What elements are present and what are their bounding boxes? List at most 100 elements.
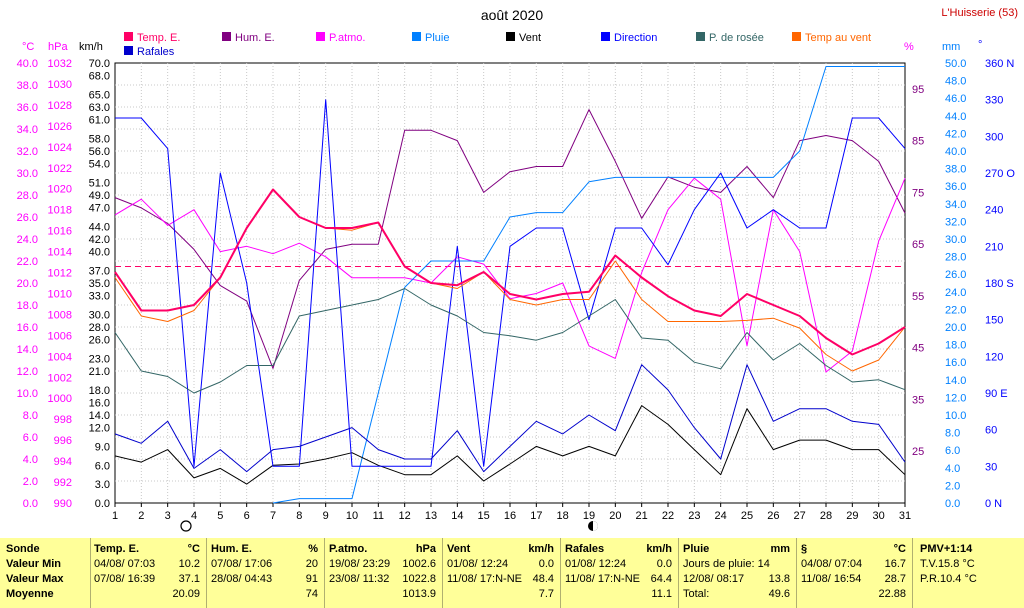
- direction-tick-label: 210: [985, 241, 1003, 253]
- legend-label: Temp. E.: [137, 32, 180, 44]
- wind-unit-label: km/h: [79, 41, 103, 53]
- x-tick-label: 14: [451, 510, 463, 522]
- direction-tick-label: 240: [985, 205, 1003, 217]
- series-direction-line: [115, 99, 906, 467]
- legend-label: Rafales: [137, 46, 175, 58]
- x-tick-label: 9: [323, 510, 329, 522]
- row-avg-label: Moyenne: [6, 588, 54, 600]
- x-tick-label: 11: [373, 510, 384, 522]
- x-tick-label: 5: [217, 510, 223, 522]
- legend-label: Temp au vent: [805, 32, 871, 44]
- pluie-unit: mm: [770, 543, 790, 555]
- rain-tick-label: 34.0: [945, 199, 966, 211]
- humidity-tick-label: 45: [912, 343, 924, 355]
- rain-tick-label: 48.0: [945, 76, 966, 88]
- stats-hum: Hum. E.% 07/08/ 17:06 20 28/08/ 04:43 91 7…: [206, 538, 325, 608]
- hum-avg: 74: [305, 588, 318, 600]
- temp-unit: °C: [187, 543, 200, 555]
- rain-tick-label: 2.0: [945, 480, 960, 492]
- pressure-tick-label: 1018: [48, 205, 72, 217]
- x-tick-label: 29: [846, 510, 858, 522]
- pluie-max-date: 12/08/ 08:17: [683, 573, 745, 585]
- pluie-total-value: 49.6: [768, 588, 790, 600]
- wind-tick-label: 28.0: [89, 322, 110, 334]
- stats-panel: Sonde Valeur Min Valeur Max Moyenne Temp…: [0, 538, 1024, 608]
- rafales-min-value: 0.0: [656, 558, 672, 570]
- wind-tick-label: 30.0: [89, 309, 110, 321]
- pressure-tick-label: 1012: [48, 268, 72, 280]
- patmo-max-value: 1022.8: [402, 573, 436, 585]
- temp-max-date: 07/08/ 16:39: [94, 573, 156, 585]
- rain-tick-label: 30.0: [945, 234, 966, 246]
- vent-min-date: 01/08/ 12:24: [447, 558, 509, 570]
- legend-swatch: [792, 32, 801, 41]
- series-p-de-ros-e-line: [114, 288, 906, 394]
- vent-max-date: 11/08/ 17:N-NE: [447, 573, 523, 585]
- vent-min-value: 0.0: [538, 558, 554, 570]
- rain-tick-label: 14.0: [945, 375, 966, 387]
- humidity-unit-label: %: [904, 41, 914, 53]
- humidity-tick-label: 95: [912, 84, 924, 96]
- rain-tick-label: 12.0: [945, 392, 966, 404]
- stats-patmo: P.atmo. hPa 19/08/ 23:29 1002.6 23/08/ 11:…: [324, 538, 443, 608]
- rain-tick-label: 42.0: [945, 128, 966, 140]
- legend-label: Pluie: [425, 32, 449, 44]
- wind-tick-label: 37.0: [89, 265, 110, 277]
- x-tick-label: 26: [767, 510, 779, 522]
- x-tick-label: 31: [899, 510, 911, 522]
- x-tick-label: 13: [425, 510, 437, 522]
- rain-tick-label: 8.0: [945, 428, 960, 440]
- hum-min-value: 20: [305, 558, 318, 570]
- station-label: L'Huisserie (53): [941, 7, 1018, 19]
- vent-avg: 7.7: [538, 588, 554, 600]
- s-title: §: [801, 543, 808, 555]
- s-min-date: 04/08/ 07:04: [801, 558, 863, 570]
- temp-tick-label: 12.0: [17, 366, 38, 378]
- temp-tick-label: 24.0: [17, 234, 38, 246]
- temp-tick-label: 30.0: [17, 168, 38, 180]
- legend-label: P. de rosée: [709, 32, 764, 44]
- rain-tick-label: 20.0: [945, 322, 966, 334]
- wind-tick-label: 23.0: [89, 353, 110, 365]
- temp-tick-label: 18.0: [17, 300, 38, 312]
- x-tick-label: 1: [112, 510, 118, 522]
- x-tick-label: 18: [557, 510, 569, 522]
- temp-tick-label: 36.0: [17, 102, 38, 114]
- rain-tick-label: 4.0: [945, 463, 960, 475]
- series-temp-e-line: [114, 188, 906, 356]
- x-tick-label: 7: [270, 510, 276, 522]
- pressure-tick-label: 1024: [48, 142, 72, 154]
- s-max-value: 28.7: [884, 573, 906, 585]
- direction-tick-label: 30: [985, 461, 997, 473]
- humidity-tick-label: 55: [912, 291, 924, 303]
- pressure-tick-label: 1028: [48, 100, 72, 112]
- stats-temp: Temp. E. °C 04/08/ 07:03 10.2 07/08/ 16:39…: [90, 538, 207, 608]
- wind-tick-label: 51.0: [89, 177, 110, 189]
- wind-tick-label: 49.0: [89, 190, 110, 202]
- pressure-tick-label: 1032: [48, 58, 72, 70]
- rain-tick-label: 32.0: [945, 216, 966, 228]
- moon-quarter-icon: [593, 521, 598, 531]
- wind-tick-label: 70.0: [89, 58, 110, 70]
- x-tick-label: 20: [609, 510, 621, 522]
- legend-label: P.atmo.: [329, 32, 366, 44]
- pressure-tick-label: 1016: [48, 226, 72, 238]
- pressure-tick-label: 990: [54, 498, 72, 510]
- rain-tick-label: 16.0: [945, 357, 966, 369]
- direction-tick-label: 330: [985, 95, 1003, 107]
- x-tick-label: 17: [530, 510, 542, 522]
- legend-swatch: [316, 32, 325, 41]
- wind-tick-label: 3.0: [95, 479, 110, 491]
- pluie-title: Pluie: [683, 543, 710, 555]
- patmo-max-date: 23/08/ 11:32: [329, 573, 390, 585]
- temp-tick-label: 4.0: [23, 454, 38, 466]
- wind-tick-label: 12.0: [89, 423, 110, 435]
- wind-tick-label: 0.0: [95, 498, 110, 510]
- humidity-tick-label: 65: [912, 239, 924, 251]
- temp-tick-label: 28.0: [17, 190, 38, 202]
- temp-title: Temp. E.: [94, 543, 140, 555]
- s-max-date: 11/08/ 16:54: [801, 573, 862, 585]
- wind-tick-label: 33.0: [89, 291, 110, 303]
- direction-unit-label: °: [978, 39, 982, 51]
- legend-label: Direction: [614, 32, 657, 44]
